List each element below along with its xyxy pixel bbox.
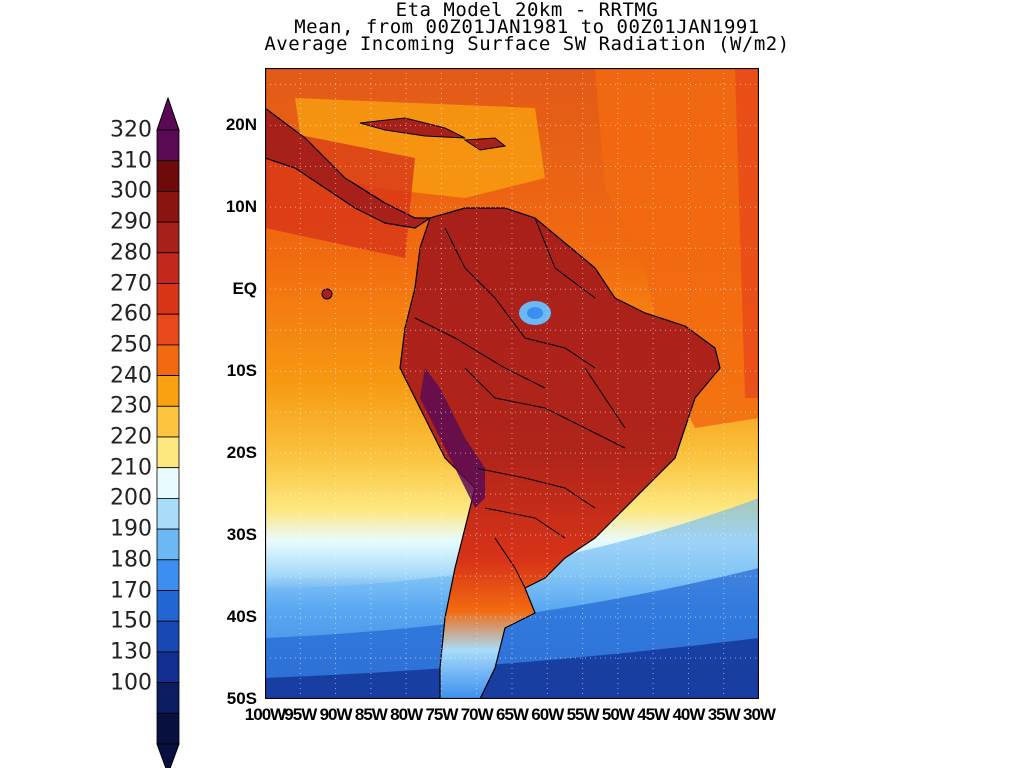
- title-line-2: Mean, from 00Z01JAN1981 to 00Z01JAN1991: [294, 16, 760, 38]
- colorbar: 320 310 300 290 280 270 260 250 240 230 220 210 200 1…: [0, 0, 200, 772]
- amazon-cloud-core: [527, 307, 543, 319]
- latitude-label: 10N: [225, 197, 257, 217]
- latitude-label: 50S: [226, 689, 257, 708]
- colorbar-label: 250: [110, 332, 152, 358]
- latitude-label: 20S: [226, 443, 257, 463]
- colorbar-label: 270: [110, 271, 152, 296]
- colorbar-label: 180: [110, 547, 152, 573]
- colorbar-swatch: [156, 190, 180, 223]
- colorbar-swatch: [156, 344, 180, 376]
- map-frame: [264, 67, 760, 700]
- colorbar-swatch: [156, 405, 180, 438]
- title-line-1: Eta Model 20km - RRTMG: [395, 0, 659, 21]
- grid-lines: [265, 68, 759, 699]
- colorbar-label: 170: [110, 578, 152, 603]
- colorbar-swatch: [156, 651, 180, 684]
- longitude-label: 85W: [354, 705, 388, 724]
- colorbar-label: 190: [110, 516, 152, 542]
- longitude-label: 35W: [707, 705, 741, 724]
- colorbar-label: 260: [110, 301, 152, 327]
- colorbar-swatch: [156, 221, 180, 254]
- colorbar-swatch: [156, 436, 180, 469]
- longitude-label: 50W: [601, 705, 635, 724]
- atlantic-east-field: [735, 68, 759, 398]
- colorbar-swatch: [156, 682, 180, 714]
- cuba-land: [359, 117, 466, 139]
- hispaniola-land: [463, 137, 507, 151]
- colorbar-swatch: [156, 559, 180, 591]
- galapagos-land: [321, 288, 333, 300]
- colorbar-label: 310: [110, 148, 152, 174]
- colorbar-label: 300: [110, 178, 152, 204]
- title-line-3: Average Incoming Surface SW Radiation (W…: [264, 33, 790, 55]
- latitude-label: EQ: [232, 279, 257, 299]
- latitude-label: 10S: [226, 361, 257, 381]
- longitude-label: 95W: [284, 705, 317, 724]
- colorbar-label: 130: [110, 639, 152, 665]
- colorbar-label: 280: [110, 240, 152, 266]
- longitude-label: 90W: [319, 705, 353, 724]
- colorbar-swatch: [156, 375, 180, 407]
- longitude-label: 45W: [637, 705, 670, 724]
- colorbar-swatch: [156, 620, 180, 653]
- longitude-label: 75W: [425, 705, 458, 724]
- longitude-label: 60W: [531, 705, 564, 724]
- colorbar-swatch: [156, 712, 180, 745]
- andes-field: [420, 368, 485, 508]
- colorbar-label: 200: [110, 485, 152, 511]
- colorbar-label: 220: [110, 424, 152, 450]
- map-svg: [264, 67, 760, 700]
- title-block: Eta Model 20km - RRTMG Mean, from 00Z01J…: [0, 0, 1024, 55]
- colorbar-bottom-arrow: [156, 743, 180, 772]
- central-america-land: [265, 107, 432, 229]
- latitude-label: 40S: [226, 607, 257, 627]
- latitude-label: 20N: [225, 115, 257, 135]
- country-borders: [414, 217, 626, 589]
- colorbar-label: 290: [110, 209, 152, 235]
- atlantic-field: [595, 68, 759, 428]
- colorbar-swatch: [156, 590, 180, 622]
- colorbar-swatch: [156, 283, 180, 315]
- longitude-label: 55W: [566, 705, 600, 724]
- colorbar-swatch: [156, 528, 180, 561]
- colorbar-label: 210: [110, 455, 152, 481]
- colorbar-top-arrow: [156, 96, 180, 131]
- colorbar-swatch: [156, 467, 180, 499]
- longitude-label: 40W: [672, 705, 705, 724]
- colorbar-label: 230: [110, 393, 152, 419]
- longitude-label: 70W: [460, 705, 494, 724]
- colorbar-label: 240: [110, 363, 152, 389]
- colorbar-swatch: [156, 252, 180, 284]
- latitude-label: 30S: [226, 525, 257, 545]
- colorbar-swatch: [156, 160, 180, 192]
- longitude-label: 80W: [390, 705, 423, 724]
- longitude-label: 65W: [496, 705, 529, 724]
- colorbar-swatch: [156, 129, 180, 162]
- map-panel: [264, 67, 760, 700]
- longitude-label: 30W: [743, 705, 776, 724]
- colorbar-label: 100: [110, 670, 152, 696]
- colorbar-svg: [156, 96, 180, 772]
- colorbar-label: 150: [110, 608, 152, 634]
- colorbar-label: 320: [110, 117, 152, 143]
- colorbar-swatch: [156, 497, 180, 530]
- colorbar-swatch: [156, 313, 180, 346]
- longitude-label: 100W: [244, 705, 286, 724]
